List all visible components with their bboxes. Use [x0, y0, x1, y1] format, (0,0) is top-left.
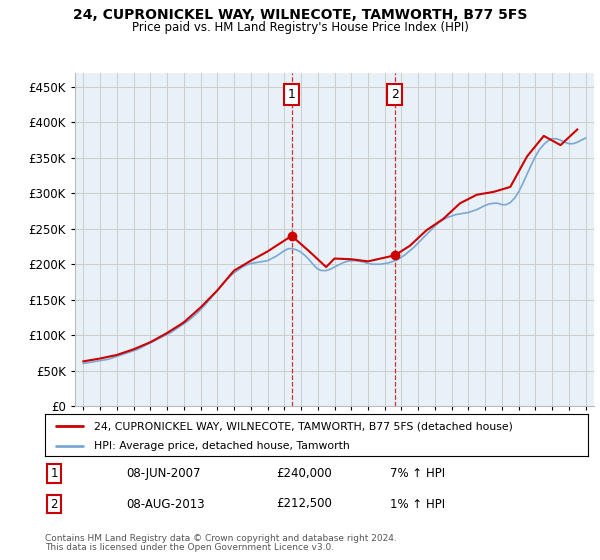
Text: 24, CUPRONICKEL WAY, WILNECOTE, TAMWORTH, B77 5FS: 24, CUPRONICKEL WAY, WILNECOTE, TAMWORTH… [73, 8, 527, 22]
Text: £240,000: £240,000 [276, 466, 332, 480]
Text: 08-AUG-2013: 08-AUG-2013 [126, 497, 205, 511]
Text: 1: 1 [50, 466, 58, 480]
Text: HPI: Average price, detached house, Tamworth: HPI: Average price, detached house, Tamw… [94, 441, 350, 451]
Text: 1: 1 [288, 88, 296, 101]
Text: 08-JUN-2007: 08-JUN-2007 [126, 466, 200, 480]
Text: 1% ↑ HPI: 1% ↑ HPI [390, 497, 445, 511]
Text: 2: 2 [50, 497, 58, 511]
Text: 24, CUPRONICKEL WAY, WILNECOTE, TAMWORTH, B77 5FS (detached house): 24, CUPRONICKEL WAY, WILNECOTE, TAMWORTH… [94, 421, 513, 431]
Text: 2: 2 [391, 88, 399, 101]
Text: £212,500: £212,500 [276, 497, 332, 511]
Text: 7% ↑ HPI: 7% ↑ HPI [390, 466, 445, 480]
Text: Price paid vs. HM Land Registry's House Price Index (HPI): Price paid vs. HM Land Registry's House … [131, 21, 469, 34]
Text: Contains HM Land Registry data © Crown copyright and database right 2024.: Contains HM Land Registry data © Crown c… [45, 534, 397, 543]
Text: This data is licensed under the Open Government Licence v3.0.: This data is licensed under the Open Gov… [45, 543, 334, 552]
